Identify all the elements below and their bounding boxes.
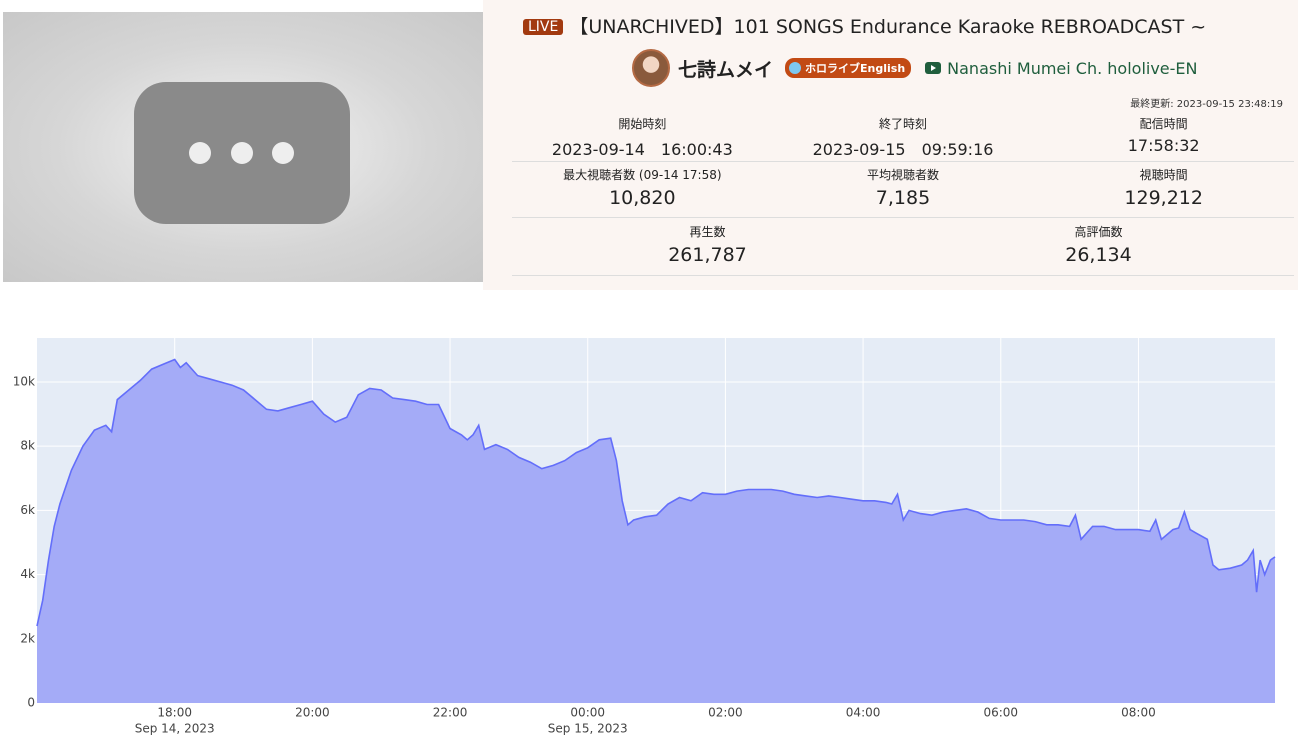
stat-value: 10,820 — [609, 187, 676, 209]
stat-value: 2023-09-15 09:59:16 — [812, 140, 994, 159]
org-badge[interactable]: ホロライブEnglish — [785, 58, 912, 78]
video-thumbnail[interactable] — [3, 12, 483, 282]
area-fill — [37, 359, 1275, 703]
live-badge: LIVE — [523, 19, 564, 35]
x-tick-label: 18:00 — [157, 706, 192, 720]
stat-label: 最大視聴者数 (09-14 17:58) — [563, 168, 722, 182]
y-tick-label: 2k — [20, 631, 35, 645]
last-updated: 最終更新: 2023-09-15 23:48:19 — [1130, 99, 1283, 110]
stat-label: 再生数 — [689, 225, 726, 239]
youtube-link[interactable]: Nanashi Mumei Ch. hololive-EN — [925, 58, 1198, 78]
stat-value: 129,212 — [1124, 187, 1203, 209]
avatar[interactable] — [632, 49, 670, 87]
stats-row: 再生数 261,787 高評価数 26,134 — [512, 223, 1294, 276]
x-tick-label: 22:00 — [433, 706, 468, 720]
y-tick-label: 6k — [20, 503, 35, 517]
x-date-label: Sep 15, 2023 — [548, 722, 628, 736]
stat-label: 開始時刻 — [618, 117, 667, 131]
stat-label: 終了時刻 — [879, 117, 928, 131]
stat-label: 配信時間 — [1139, 117, 1188, 131]
viewer-line — [36, 358, 1276, 627]
x-tick-label: 08:00 — [1121, 706, 1156, 720]
y-tick-label: 8k — [20, 439, 35, 453]
info-panel: LIVE 【UNARCHIVED】101 SONGS Endurance Kara… — [483, 0, 1298, 290]
stat-label: 視聴時間 — [1139, 168, 1188, 182]
x-tick-label: 06:00 — [983, 706, 1018, 720]
stat-value: 261,787 — [668, 244, 747, 266]
x-date-label: Sep 14, 2023 — [135, 722, 215, 736]
stat-label: 平均視聴者数 — [867, 168, 940, 182]
dot — [189, 142, 211, 164]
placeholder-icon — [134, 82, 350, 224]
x-tick-label: 00:00 — [570, 706, 605, 720]
x-tick-label: 04:00 — [846, 706, 881, 720]
stat-value: 2023-09-14 16:00:43 — [551, 140, 733, 159]
dot — [272, 142, 294, 164]
title-text[interactable]: 【UNARCHIVED】101 SONGS Endurance Karaoke … — [569, 16, 1207, 38]
viewer-chart: 18:00 20:00 22:00 00:00 02:00 04:00 06:00 08:00… — [13, 338, 1276, 736]
stat-value: 17:58:32 — [1127, 136, 1200, 155]
channel: 七詩ムメイ ホロライブEnglish Nanashi Mumei Ch. hol… — [632, 46, 1198, 90]
y-tick-label: 10k — [13, 374, 35, 388]
stat-value: 26,134 — [1065, 244, 1132, 266]
stream-title: LIVE 【UNARCHIVED】101 SONGS Endurance Kara… — [523, 12, 1206, 39]
y-tick-label: 4k — [20, 567, 35, 581]
stats-row: 最大視聴者数 (09-14 17:58) 10,820 平均視聴者数 7,185 視… — [512, 166, 1294, 218]
stat-label: 高評価数 — [1074, 225, 1123, 239]
y-tick-label: 0 — [27, 696, 35, 710]
stats-row: 開始時刻 2023-09-14 16:00:43 終了時刻 2023-09-15 0… — [512, 115, 1294, 162]
youtube-channel: Nanashi Mumei Ch. hololive-EN — [947, 58, 1198, 78]
org-text: ホロライブEnglish — [805, 62, 906, 75]
dot — [231, 142, 253, 164]
x-tick-label: 02:00 — [708, 706, 743, 720]
x-tick-label: 20:00 — [295, 706, 330, 720]
stat-value: 7,185 — [875, 187, 931, 209]
channel-name[interactable]: 七詩ムメイ — [678, 58, 774, 81]
